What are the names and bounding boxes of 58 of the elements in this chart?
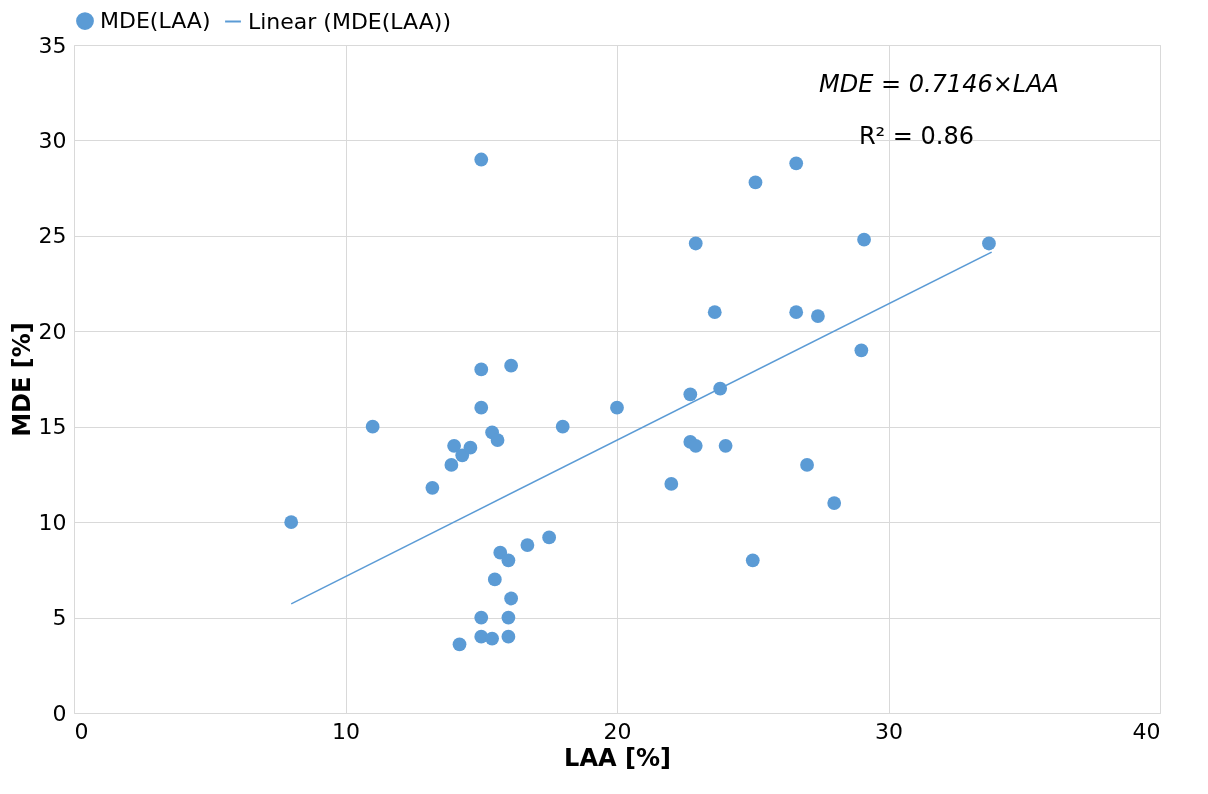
point (789, 305, 804, 320)
point (474, 152, 489, 167)
y-tick-label: 30 (38, 127, 67, 153)
point (688, 236, 703, 251)
point (504, 591, 519, 606)
point (447, 438, 461, 453)
x-tick-label: 10 (332, 718, 360, 744)
point (745, 553, 760, 568)
y-tick-label: 25 (38, 223, 67, 249)
point (827, 496, 842, 510)
point (789, 156, 804, 171)
y-tick-label: 5 (52, 605, 67, 631)
point (501, 629, 516, 644)
point (490, 433, 505, 447)
y-tick-label: 15 (38, 414, 67, 440)
point (474, 400, 489, 415)
legend-label: Linear (MDE(LAA)) (248, 8, 451, 34)
point (610, 400, 624, 415)
y-tick-label: 10 (38, 509, 67, 535)
point (501, 610, 516, 625)
point (463, 440, 478, 455)
y-tick-label: 35 (38, 32, 67, 58)
annotation: R² = 0.86 (858, 122, 974, 150)
annotation: MDE = 0.7146×LAA (818, 70, 1059, 98)
point (487, 572, 502, 587)
point (718, 438, 733, 453)
y-tick-label: 20 (38, 318, 67, 344)
point (555, 419, 570, 434)
point (365, 419, 380, 434)
x-axis-title: LAA [%] (564, 743, 671, 772)
y-axis-title: MDE [%] (7, 322, 36, 437)
x-tick-label: 20 (603, 718, 632, 744)
point (520, 538, 535, 552)
point (683, 387, 698, 402)
point (474, 610, 489, 625)
point (707, 305, 722, 320)
x-tick-label: 40 (1132, 718, 1161, 744)
point (501, 553, 516, 568)
point (452, 637, 467, 652)
point (800, 458, 814, 472)
point (688, 438, 703, 453)
point (811, 309, 825, 323)
x-tick-label: 30 (875, 718, 903, 744)
legend-label: MDE(LAA) (100, 8, 211, 34)
point (485, 631, 499, 646)
point (284, 515, 299, 530)
point (542, 530, 557, 545)
point (504, 358, 519, 373)
y-tick-label: 0 (52, 700, 67, 726)
point (854, 343, 869, 358)
point (982, 236, 996, 251)
point (425, 480, 440, 495)
point (857, 232, 871, 247)
point (664, 477, 679, 491)
point (748, 175, 763, 190)
point (474, 362, 489, 377)
point (444, 458, 459, 472)
x-tick-label: 0 (74, 718, 89, 744)
